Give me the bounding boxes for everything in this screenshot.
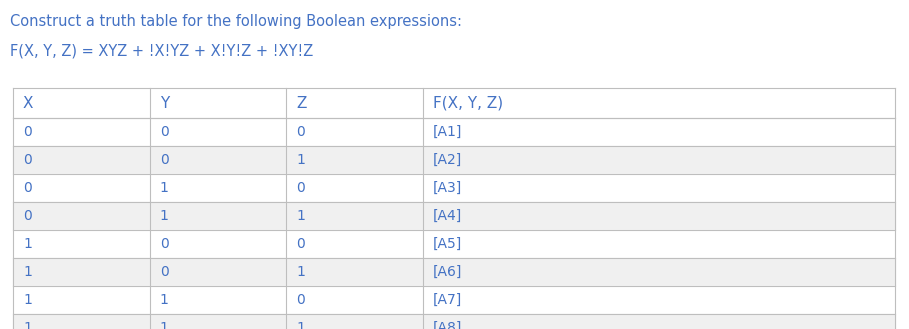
Text: [A7]: [A7] xyxy=(433,293,463,307)
Text: 0: 0 xyxy=(23,125,32,139)
Text: 1: 1 xyxy=(296,265,305,279)
Text: 1: 1 xyxy=(160,209,168,223)
Text: 0: 0 xyxy=(23,153,32,167)
Bar xyxy=(13,314,895,329)
Bar xyxy=(13,258,895,286)
Text: 0: 0 xyxy=(296,181,305,195)
Text: Construct a truth table for the following Boolean expressions:: Construct a truth table for the followin… xyxy=(10,14,462,29)
Text: 0: 0 xyxy=(296,293,305,307)
Text: 0: 0 xyxy=(160,237,168,251)
Text: 1: 1 xyxy=(296,321,305,329)
Bar xyxy=(13,202,895,230)
Text: [A1]: [A1] xyxy=(433,125,463,139)
Text: [A2]: [A2] xyxy=(433,153,463,167)
Bar xyxy=(13,118,895,146)
Text: 1: 1 xyxy=(160,321,168,329)
Text: [A4]: [A4] xyxy=(433,209,463,223)
Text: 1: 1 xyxy=(23,237,32,251)
Text: 0: 0 xyxy=(160,153,168,167)
Text: 0: 0 xyxy=(160,265,168,279)
Text: Z: Z xyxy=(296,95,307,111)
Text: X: X xyxy=(23,95,34,111)
Text: [A6]: [A6] xyxy=(433,265,463,279)
Text: F(X, Y, Z): F(X, Y, Z) xyxy=(433,95,504,111)
Text: F(X, Y, Z) = XYZ + !X!YZ + X!Y!Z + !XY!Z: F(X, Y, Z) = XYZ + !X!YZ + X!Y!Z + !XY!Z xyxy=(10,44,314,59)
Text: 1: 1 xyxy=(296,209,305,223)
Text: 0: 0 xyxy=(296,125,305,139)
Bar xyxy=(13,88,895,118)
Text: 0: 0 xyxy=(23,209,32,223)
Text: 0: 0 xyxy=(296,237,305,251)
Bar xyxy=(13,286,895,314)
Text: [A5]: [A5] xyxy=(433,237,463,251)
Text: 1: 1 xyxy=(296,153,305,167)
Text: 1: 1 xyxy=(23,265,32,279)
Text: 1: 1 xyxy=(160,293,168,307)
Text: [A3]: [A3] xyxy=(433,181,463,195)
Bar xyxy=(13,146,895,174)
Text: 1: 1 xyxy=(23,321,32,329)
Text: [A8]: [A8] xyxy=(433,321,463,329)
Bar xyxy=(13,230,895,258)
Text: 1: 1 xyxy=(160,181,168,195)
Bar xyxy=(13,174,895,202)
Text: 1: 1 xyxy=(23,293,32,307)
Text: 0: 0 xyxy=(160,125,168,139)
Text: Y: Y xyxy=(160,95,169,111)
Text: 0: 0 xyxy=(23,181,32,195)
